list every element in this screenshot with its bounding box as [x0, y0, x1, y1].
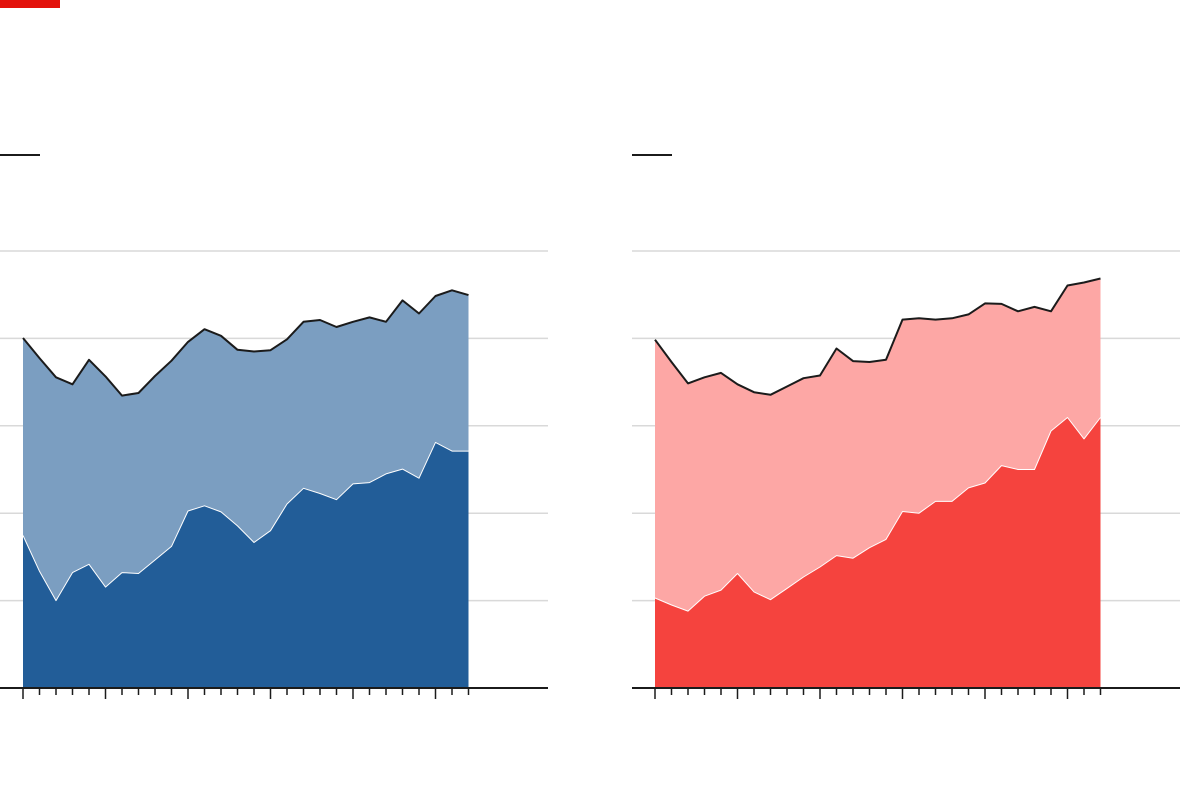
part-area-left [23, 442, 469, 688]
part-edge-line-right [654, 417, 1101, 612]
total-line-left [22, 289, 469, 397]
area-chart-right [632, 250, 1180, 699]
area-chart-left [0, 250, 548, 699]
chart-panel-right [632, 0, 1180, 800]
total-line-right [654, 277, 1101, 396]
accent-bar [0, 0, 60, 8]
part-edge-line-left [22, 441, 469, 602]
part-area-right [655, 417, 1101, 688]
panel-rule-right [632, 154, 672, 156]
panel-rule-left [0, 154, 40, 156]
chart-panel-left [0, 0, 548, 800]
